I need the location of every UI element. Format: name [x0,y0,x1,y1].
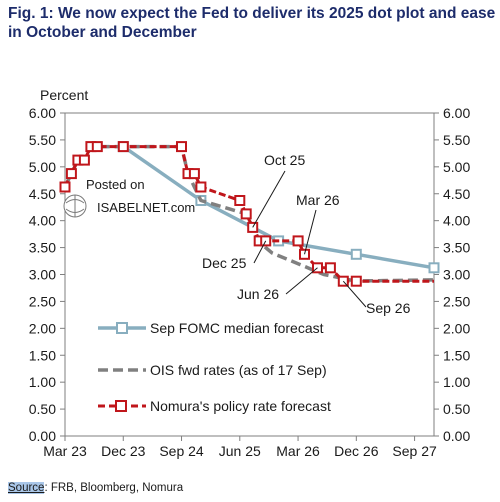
left-tick-label: 0.00 [29,428,56,444]
source-label: Source [8,482,45,494]
right-tick-label: 3.00 [443,267,470,283]
left-y-ticks: 0.00 0.50 1.00 1.50 2.00 2.50 3.00 3.50 4.00 4.50… [29,105,65,444]
annotation-leader-line [304,209,317,255]
annotation-leader-line [342,280,367,308]
globe-lines [65,195,85,217]
right-y-ticks: 0.00 0.50 1.00 1.50 2.00 2.50 3.00 3.50 4.00 4.50… [434,105,470,444]
left-tick-label: 0.50 [29,401,56,417]
right-tick-label: 3.50 [443,240,470,256]
right-tick-label: 4.50 [443,186,470,202]
chart-title: Fig. 1: We now expect the Fed to deliver… [8,5,496,41]
data-point-nomura [350,275,362,287]
right-tick-label: 1.50 [443,347,470,363]
annotation-leader-line [253,240,267,264]
watermark-line2: ISABELNET.com [97,200,195,215]
right-tick-label: 2.50 [443,293,470,309]
legend-label-sep-fomc: Sep FOMC median forecast [150,320,324,336]
data-point-nomura [188,168,200,180]
left-tick-label: 5.00 [29,159,56,175]
data-point-nomura [176,141,187,153]
watermark: Posted on ISABELNET.com [63,177,195,218]
annotation-label: Dec 25 [202,255,247,271]
data-point-nomura [240,208,252,220]
left-tick-label: 1.00 [29,374,56,390]
right-tick-label: 2.00 [443,320,470,336]
x-axis-ticks: Mar 23 Dec 23 Sep 24 Jun 25 Mar 26 Dec 26 Sep … [43,436,437,459]
data-point-nomura [65,168,77,180]
legend-item-sep-fomc: Sep FOMC median forecast [98,320,324,336]
series-layer [59,141,440,287]
legend: Sep FOMC median forecast OIS fwd rates (… [98,320,331,414]
data-point-nomura [78,154,90,166]
data-point-nomura [234,195,246,206]
right-tick-label: 5.50 [443,132,470,148]
annotation-label: Oct 25 [264,152,305,168]
data-point-nomura [324,262,336,274]
watermark-line1: Posted on [86,177,145,192]
legend-item-nomura: Nomura's policy rate forecast [98,398,331,414]
annotation-leader-line [285,267,318,295]
source-note: Source: FRB, Bloomberg, Nomura [8,482,183,494]
data-point-sep-fomc [350,248,362,260]
annotation-label: Sep 26 [366,300,411,316]
annotation-label: Jun 26 [237,286,279,302]
x-tick-label: Sep 24 [159,443,204,459]
data-point-sep-fomc [428,262,440,274]
left-tick-label: 2.00 [29,320,56,336]
legend-item-ois: OIS fwd rates (as of 17 Sep) [98,362,327,378]
x-tick-label: Sep 27 [392,443,437,459]
annotations: Oct 25 Dec 25 Mar 26 Jun 26 Sep 26 [202,152,411,316]
left-tick-label: 1.50 [29,347,56,363]
left-tick-label: 5.50 [29,132,56,148]
right-tick-label: 5.00 [443,159,470,175]
data-point-nomura [91,141,103,153]
legend-marker-nomura [115,400,127,412]
source-text: : FRB, Bloomberg, Nomura [44,482,184,494]
annotation-leader-line [252,170,286,228]
x-tick-label: Mar 26 [276,443,320,459]
data-point-nomura [59,181,71,193]
left-tick-label: 4.00 [29,213,56,229]
left-tick-label: 2.50 [29,293,56,309]
data-point-nomura [292,235,304,247]
left-tick-label: 3.00 [29,267,56,283]
annotation-label: Mar 26 [296,192,340,208]
x-tick-label: Jun 25 [219,443,261,459]
legend-label-nomura: Nomura's policy rate forecast [150,398,331,414]
right-tick-label: 0.50 [443,401,470,417]
x-tick-label: Dec 26 [334,443,379,459]
legend-marker-sep-fomc [116,322,128,334]
left-tick-label: 3.50 [29,240,56,256]
y-axis-label: Percent [40,87,88,103]
data-point-nomura [195,181,207,193]
plot-area-border [64,112,435,437]
x-tick-label: Mar 23 [43,443,87,459]
right-tick-label: 0.00 [443,428,470,444]
legend-label-ois: OIS fwd rates (as of 17 Sep) [150,362,327,378]
right-tick-label: 6.00 [443,105,470,121]
data-point-nomura [117,141,129,153]
left-tick-label: 4.50 [29,186,56,202]
x-tick-label: Dec 23 [101,443,146,459]
right-tick-label: 4.00 [443,213,470,229]
left-tick-label: 6.00 [29,105,56,121]
right-tick-label: 1.00 [443,374,470,390]
